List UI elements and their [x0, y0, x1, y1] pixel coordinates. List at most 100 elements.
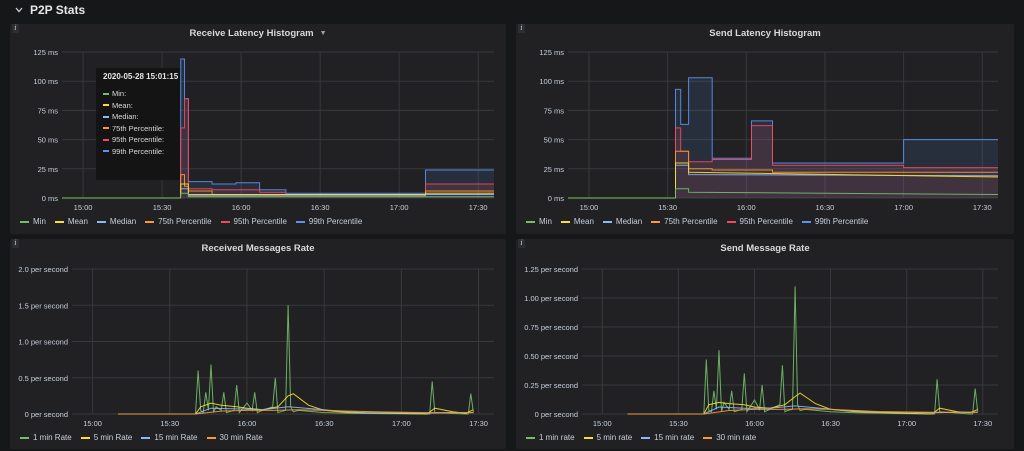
y-tick-label: 0.75 per second	[524, 323, 578, 332]
legend-swatch	[526, 436, 535, 439]
legend-swatch	[703, 436, 713, 439]
tooltip-label: Min:	[112, 89, 127, 98]
tooltip-label: 75th Percentile:	[112, 123, 165, 133]
info-icon[interactable]: i	[518, 239, 525, 248]
panel-title-text: Receive Latency Histogram	[189, 28, 314, 39]
series-line-min[interactable]	[568, 188, 999, 199]
legend-item[interactable]: 75th Percentile	[651, 217, 718, 226]
x-tick-label: 15:30	[658, 203, 677, 212]
legend-item[interactable]: Min	[526, 217, 552, 226]
legend-item[interactable]: Min	[20, 217, 46, 226]
legend-label: Mean	[573, 217, 594, 226]
legend-swatch	[651, 220, 661, 223]
x-tick-label: 17:00	[390, 203, 409, 212]
legend-label: 30 min rate	[716, 433, 757, 442]
legend-label: Mean	[67, 217, 88, 226]
legend-swatch	[145, 220, 155, 223]
legend-item[interactable]: Median	[602, 217, 642, 226]
y-tick-label: 50 ms	[38, 136, 59, 145]
tooltip-label: 99th Percentile:	[112, 146, 165, 156]
x-tick-label: 16:00	[745, 419, 764, 428]
info-icon[interactable]: i	[12, 239, 19, 248]
legend-label: 1 min Rate	[33, 433, 72, 442]
x-tick-label: 15:30	[669, 419, 688, 428]
info-icon[interactable]: i	[12, 24, 19, 33]
legend-item[interactable]: 30 min rate	[703, 433, 756, 442]
y-tick-label: 25 ms	[38, 165, 59, 174]
y-tick-label: 125 ms	[539, 48, 564, 57]
legend-swatch	[726, 220, 736, 223]
tooltip-row: 75th Percentile:	[103, 124, 164, 133]
panel-title-text: Received Messages Rate	[201, 243, 315, 254]
series-line-30-min-rate[interactable]	[118, 409, 474, 415]
legend-item[interactable]: 1 min rate	[526, 433, 575, 442]
series-line-95th-percentile[interactable]	[568, 125, 998, 199]
y-tick-label: 0 per second	[535, 410, 578, 419]
tooltip-time: 2020-05-28 15:01:15	[103, 72, 179, 81]
tooltip-row: Median:	[103, 112, 139, 121]
legend-swatch	[96, 220, 106, 223]
legend: 1 min Rate 5 min Rate 15 min Rate 30 min Ra…	[20, 433, 272, 442]
legend-item[interactable]: 15 min Rate	[141, 433, 198, 442]
y-tick-label: 0 per second	[25, 410, 68, 419]
legend-label: 99th Percentile	[814, 217, 869, 226]
info-icon[interactable]: i	[518, 24, 525, 33]
legend-label: 1 min rate	[539, 433, 575, 442]
tooltip-swatch	[103, 127, 109, 129]
panel-title[interactable]: Send Latency Histogram	[516, 28, 1014, 39]
legend-label: 5 min Rate	[93, 433, 133, 442]
panel-receive-latency-histogram: i Receive Latency Histogram ▼ 0 ms 25 ms 50…	[10, 24, 506, 234]
chevron-down-icon[interactable]	[14, 5, 24, 15]
series-line-30-min-rate[interactable]	[627, 408, 978, 415]
legend-item[interactable]: Mean	[54, 217, 88, 226]
legend-item[interactable]: 5 min Rate	[80, 433, 133, 442]
tooltip-swatch	[103, 92, 109, 95]
y-tick-label: 0.25 per second	[524, 381, 578, 390]
series-line-1-min-rate[interactable]	[627, 286, 979, 415]
legend-item[interactable]: Mean	[560, 217, 594, 226]
legend-item[interactable]: 15 min rate	[641, 433, 694, 442]
legend-item[interactable]: 30 min Rate	[206, 433, 263, 442]
series-line-5-min-rate[interactable]	[627, 392, 978, 415]
y-tick-label: 100 ms	[33, 77, 58, 86]
series-line-99th-percentile[interactable]	[568, 77, 998, 199]
legend-item[interactable]: 95th Percentile	[220, 217, 287, 226]
legend-item[interactable]: 1 min Rate	[20, 433, 72, 442]
hover-tooltip: 2020-05-28 15:01:15 Min: Mean: Median: 75th…	[96, 68, 180, 180]
series-line-5-min-rate[interactable]	[118, 393, 474, 415]
series-line-min[interactable]	[62, 192, 494, 199]
tooltip-label: Mean:	[112, 100, 133, 110]
tooltip-row: Mean:	[103, 101, 133, 110]
legend: 1 min rate 5 min rate 15 min rate 30 min ra…	[526, 433, 765, 442]
panel-title[interactable]: Received Messages Rate	[10, 243, 506, 254]
tooltip-label: 95th Percentile:	[112, 135, 165, 144]
panel-title[interactable]: Receive Latency Histogram ▼	[10, 28, 506, 39]
panel-title[interactable]: Send Message Rate	[516, 243, 1014, 254]
y-tick-label: 25 ms	[544, 165, 565, 174]
x-tick-label: 15:00	[83, 419, 102, 428]
legend-item[interactable]: 95th Percentile	[726, 217, 793, 226]
legend-item[interactable]: 75th Percentile	[145, 217, 212, 226]
legend-item[interactable]: 99th Percentile	[295, 217, 363, 226]
y-tick-label: 0 ms	[548, 194, 565, 203]
legend-label: 99th Percentile	[308, 217, 363, 226]
x-tick-label: 17:00	[392, 419, 411, 428]
y-tick-label: 1.0 per second	[18, 338, 68, 347]
series-line-1-min-rate[interactable]	[118, 305, 474, 415]
row-header-p2p-stats[interactable]: P2P Stats	[0, 0, 1024, 20]
y-tick-label: 0.50 per second	[524, 352, 578, 361]
y-tick-label: 75 ms	[38, 106, 59, 115]
legend-item[interactable]: Median	[96, 217, 136, 226]
caret-down-icon[interactable]: ▼	[319, 29, 327, 37]
legend-swatch	[206, 436, 216, 439]
x-tick-label: 16:30	[311, 203, 330, 212]
legend-item[interactable]: 99th Percentile	[801, 217, 869, 226]
x-tick-label: 15:30	[153, 203, 172, 212]
legend-item[interactable]: 5 min rate	[583, 433, 632, 442]
x-tick-label: 17:00	[897, 419, 916, 428]
x-tick-label: 15:00	[74, 203, 93, 212]
series-line-15-min-rate[interactable]	[118, 406, 474, 415]
legend-swatch	[141, 436, 151, 439]
y-tick-label: 50 ms	[544, 136, 565, 145]
legend-swatch	[220, 220, 230, 223]
